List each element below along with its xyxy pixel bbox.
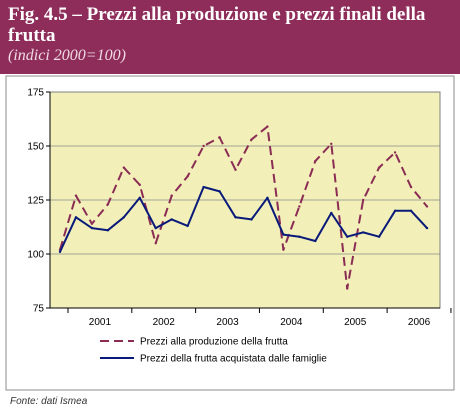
retail-point: [58, 250, 62, 254]
retail-point: [393, 209, 397, 212]
legend-label-production: Prezzi alla produzione della frutta: [140, 337, 288, 348]
production-point: [393, 151, 397, 154]
retail-point: [90, 226, 94, 230]
retail-point: [330, 211, 333, 215]
retail-point: [154, 226, 157, 230]
series-line-production: [59, 125, 428, 290]
retail-point: [170, 218, 173, 221]
retail-point: [282, 233, 285, 236]
retail-point: [234, 216, 237, 219]
figure-subtitle: (indici 2000=100): [8, 47, 126, 64]
retail-point: [377, 235, 381, 238]
y-tick-label: 150: [27, 142, 44, 153]
line-chart: 75 100 125 150 175 2001 2002 2003 2004 2005 2006 Pr…: [5, 75, 455, 391]
y-tick-label: 100: [27, 250, 44, 261]
legend-label-retail: Prezzi della frutta acquistata dalle fam…: [140, 354, 327, 365]
production-point: [346, 287, 349, 290]
retail-point: [106, 229, 110, 232]
figure-title: Fig. 4.5 – Prezzi alla produzione e prez…: [8, 4, 426, 46]
retail-point: [186, 224, 189, 228]
production-point: [250, 138, 253, 141]
production-point: [106, 203, 110, 206]
x-tick-label-2004: 2004: [280, 317, 303, 328]
production-point: [377, 166, 381, 169]
retail-point: [425, 226, 429, 230]
retail-point: [250, 218, 253, 221]
retail-point: [138, 196, 141, 200]
chart-area: 75 100 125 150 175 2001 2002 2003 2004 2005 2006 Pr…: [0, 74, 460, 392]
retail-point: [298, 235, 301, 238]
retail-point: [266, 196, 269, 200]
production-point: [361, 198, 365, 202]
production-point: [409, 185, 413, 189]
production-point: [425, 205, 429, 208]
production-point: [298, 205, 301, 208]
production-point: [90, 222, 94, 225]
y-tick-label: 125: [27, 196, 44, 207]
retail-point: [74, 216, 78, 219]
figure-header: Fig. 4.5 – Prezzi alla produzione e prez…: [0, 0, 460, 74]
production-point: [218, 136, 221, 139]
retail-point: [314, 239, 317, 243]
x-tick-label-2001: 2001: [89, 317, 112, 328]
retail-point: [361, 231, 365, 234]
production-point: [282, 248, 285, 251]
x-tick-label-2002: 2002: [153, 317, 176, 328]
y-tick-label: 75: [33, 304, 45, 315]
x-tick-label-2006: 2006: [408, 317, 431, 328]
production-point: [330, 142, 333, 146]
x-tick-label-2003: 2003: [216, 317, 239, 328]
production-point: [234, 168, 237, 171]
production-point: [138, 183, 141, 187]
x-tick-label-2005: 2005: [344, 317, 367, 328]
production-point: [314, 159, 317, 163]
series-line-retail: [59, 186, 428, 253]
y-tick-label: 175: [27, 88, 44, 99]
production-point: [186, 175, 189, 178]
retail-point: [218, 190, 221, 193]
production-point: [74, 194, 78, 197]
retail-point: [346, 235, 349, 238]
production-point: [266, 125, 269, 128]
retail-point: [122, 216, 126, 219]
retail-point: [202, 185, 205, 189]
production-point: [122, 166, 126, 169]
retail-point: [409, 209, 413, 212]
production-point: [202, 144, 205, 148]
production-point: [154, 242, 157, 245]
source-note: Fonte: dati Ismea: [10, 396, 88, 407]
production-point: [170, 194, 173, 197]
